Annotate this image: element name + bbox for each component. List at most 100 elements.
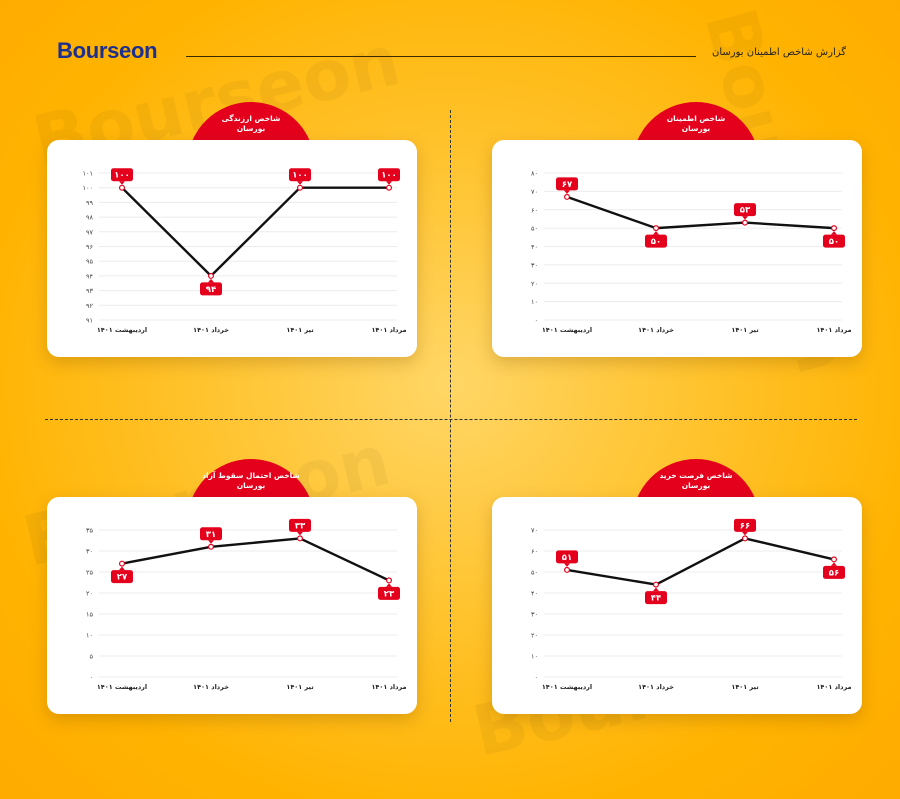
value-label: ۳۳ bbox=[289, 518, 311, 536]
y-tick-label: ۱۵ bbox=[86, 611, 93, 619]
value-label: ۶۶ bbox=[734, 518, 756, 536]
value-label-pointer bbox=[386, 181, 392, 185]
value-label-text: ۵۶ bbox=[829, 568, 839, 578]
y-tick-label: ۲۰ bbox=[531, 280, 538, 288]
y-tick-label: ۱۰ bbox=[86, 632, 93, 640]
data-point bbox=[831, 556, 838, 563]
x-tick-label: اردیبهشت ۱۴۰۱ bbox=[97, 683, 147, 691]
value-label-box bbox=[111, 168, 133, 182]
chart-title-line2: بورسان bbox=[236, 481, 266, 490]
value-label: ۹۴ bbox=[200, 278, 222, 296]
y-tick-label: ۹۵ bbox=[86, 258, 93, 266]
chart-title-line1: شاخص فرصت خرید bbox=[659, 471, 733, 480]
data-point bbox=[118, 560, 125, 567]
brand-logo: Bourseon bbox=[57, 38, 158, 63]
value-label-text: ۶۷ bbox=[562, 180, 573, 190]
value-label-text: ۳۱ bbox=[206, 530, 216, 540]
value-label-text: ۵۱ bbox=[562, 553, 572, 563]
value-label-box bbox=[200, 282, 222, 296]
value-label: ۵۰ bbox=[823, 231, 845, 248]
y-tick-label: ۹۲ bbox=[86, 302, 93, 310]
value-label-text: ۱۰۰ bbox=[292, 171, 308, 181]
y-tick-label: ۷۰ bbox=[531, 188, 538, 196]
data-point bbox=[742, 219, 749, 226]
line-chart: ۱۰۱ ۱۰۰ ۹۹ ۹۸ ۹۷ ۹۶ ۹۵ ۹۴ ۹۳ ۹۲ ۹۱ اردیبهشت ۱۴۰۱ خرد… bbox=[83, 168, 407, 334]
chart-title-line1: شاخص احتمال سقوط آزاد bbox=[202, 471, 300, 480]
value-label: ۱۰۰ bbox=[378, 168, 400, 185]
value-label-text: ۵۰ bbox=[829, 237, 839, 247]
y-tick-label: ۱۰۱ bbox=[83, 170, 93, 178]
value-label-pointer bbox=[831, 562, 837, 566]
value-label-box bbox=[645, 591, 667, 605]
y-tick-label: ۸۰ bbox=[531, 170, 538, 178]
x-tick-label: خرداد ۱۴۰۱ bbox=[193, 683, 229, 691]
data-point bbox=[297, 184, 304, 191]
value-label: ۶۷ bbox=[556, 177, 578, 194]
value-label: ۵۳ bbox=[734, 203, 756, 220]
value-label-pointer bbox=[119, 181, 125, 185]
chart-card bbox=[492, 497, 862, 714]
x-tick-label: اردیبهشت ۱۴۰۱ bbox=[542, 326, 592, 334]
value-label: ۱۰۰ bbox=[111, 168, 133, 185]
value-label-text: ۶۶ bbox=[740, 521, 750, 531]
value-label-text: ۴۴ bbox=[651, 594, 661, 604]
x-tick-label: خرداد ۱۴۰۱ bbox=[638, 683, 674, 691]
data-point bbox=[297, 535, 304, 542]
data-point bbox=[653, 581, 660, 588]
value-label-pointer bbox=[564, 563, 570, 567]
x-tick-label: اردیبهشت ۱۴۰۱ bbox=[97, 326, 147, 334]
value-label-pointer bbox=[208, 278, 214, 283]
y-tick-label: ۳۰ bbox=[531, 261, 538, 269]
value-label-text: ۱۰۰ bbox=[114, 171, 130, 181]
value-label-box bbox=[556, 177, 578, 191]
series-line bbox=[121, 186, 389, 278]
value-label-text: ۳۳ bbox=[295, 521, 306, 531]
y-tick-label: ۱۰ bbox=[531, 298, 538, 306]
x-tick-label: تیر ۱۴۰۱ bbox=[731, 326, 758, 334]
y-tick-label: ۲۵ bbox=[86, 569, 93, 577]
value-label-text: ۵۰ bbox=[651, 237, 661, 247]
chart-panel-confidence: ۸۰ ۷۰ ۶۰ ۵۰ ۴۰ ۳۰ ۲۰ ۱۰ ۰ اردیبهشت ۱۴۰۱ خرداد ۱۴۰۱… bbox=[492, 140, 862, 357]
y-tick-label: ۰ bbox=[90, 674, 94, 682]
y-tick-label: ۹۱ bbox=[86, 317, 93, 325]
y-tick-label: ۱۰ bbox=[531, 653, 538, 661]
chart-title-line2: بورسان bbox=[236, 124, 266, 133]
y-tick-label: ۹۷ bbox=[86, 228, 93, 236]
value-label-pointer bbox=[297, 531, 303, 536]
x-tick-label: مرداد ۱۴۰۱ bbox=[371, 326, 406, 334]
value-label-box bbox=[200, 527, 222, 541]
data-point bbox=[208, 543, 215, 550]
data-point bbox=[208, 272, 215, 279]
y-tick-label: ۵ bbox=[90, 653, 94, 661]
value-label-text: ۱۰۰ bbox=[381, 171, 397, 181]
value-label-box bbox=[378, 586, 400, 600]
chart-card bbox=[47, 140, 417, 357]
value-label-pointer bbox=[742, 216, 748, 220]
chart-panel-valuation: ۱۰۱ ۱۰۰ ۹۹ ۹۸ ۹۷ ۹۶ ۹۵ ۹۴ ۹۳ ۹۲ ۹۱ اردیبهشت ۱۴۰۱ خرد… bbox=[47, 140, 417, 357]
y-tick-label: ۳۰ bbox=[86, 548, 93, 556]
data-point bbox=[386, 184, 393, 191]
x-tick-label: مرداد ۱۴۰۱ bbox=[816, 683, 851, 691]
value-label-pointer bbox=[386, 583, 392, 587]
value-label-pointer bbox=[831, 231, 837, 235]
chart-title-line2: بورسان bbox=[681, 124, 711, 133]
series-line bbox=[566, 537, 835, 586]
x-tick-label: مرداد ۱۴۰۱ bbox=[371, 683, 406, 691]
chart-title-line1: شاخص ارزندگی bbox=[221, 114, 281, 123]
value-label-box bbox=[734, 518, 756, 532]
value-label-pointer bbox=[119, 566, 125, 571]
chart-title-line2: بورسان bbox=[681, 481, 711, 490]
chart-panel-buying-opportunity: ۷۰ ۶۰ ۵۰ ۴۰ ۳۰ ۲۰ ۱۰ ۰ اردیبهشت ۱۴۰۱ خرداد ۱۴۰۱ تی… bbox=[492, 497, 862, 714]
data-point bbox=[653, 225, 660, 232]
y-tick-label: ۹۴ bbox=[86, 272, 93, 280]
x-tick-label: خرداد ۱۴۰۱ bbox=[193, 326, 229, 334]
y-tick-label: ۲۰ bbox=[531, 632, 538, 640]
data-point bbox=[563, 193, 570, 200]
value-label-box bbox=[556, 550, 578, 564]
data-point bbox=[563, 566, 570, 573]
y-tick-label: ۶۰ bbox=[531, 206, 538, 214]
y-tick-label: ۱۰۰ bbox=[83, 184, 93, 192]
y-tick-label: ۳۰ bbox=[531, 611, 538, 619]
